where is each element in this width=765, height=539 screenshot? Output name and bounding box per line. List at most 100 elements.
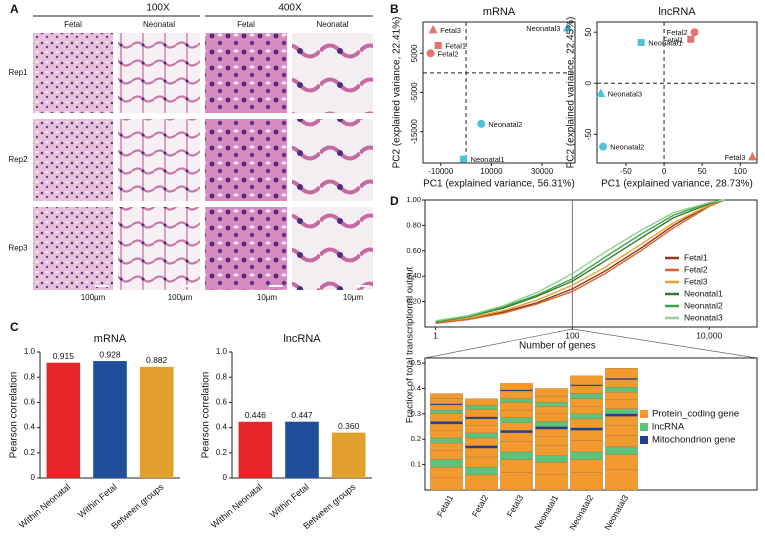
point bbox=[477, 119, 486, 128]
bar-segment bbox=[535, 421, 568, 427]
x-tick-label: Within Fetal bbox=[76, 482, 119, 520]
x-tick-label: -10000 bbox=[428, 167, 453, 176]
bar-segment bbox=[430, 421, 463, 425]
panel-label: D bbox=[390, 194, 399, 208]
y-tick-label: 0.4 bbox=[411, 383, 421, 392]
bar bbox=[285, 421, 319, 478]
y-tick-label: 0.20 bbox=[406, 297, 421, 306]
bar-segment bbox=[605, 368, 638, 379]
legend-swatch bbox=[640, 436, 648, 444]
bar-segment bbox=[500, 409, 533, 418]
y-tick-label: -5000 bbox=[410, 82, 419, 103]
bar bbox=[238, 421, 273, 478]
bar-segment bbox=[500, 389, 533, 392]
bar-segment bbox=[605, 425, 638, 436]
x-tick-label: Fetal2 bbox=[470, 493, 491, 519]
bar-segment bbox=[465, 409, 498, 418]
histology-image bbox=[33, 119, 113, 201]
histology-image bbox=[205, 33, 287, 113]
y-tick-label: 0.8 bbox=[216, 372, 228, 381]
bar-segment bbox=[430, 423, 463, 431]
bar-segment bbox=[500, 451, 533, 460]
y-tick-label: 0.6 bbox=[216, 398, 228, 407]
bar-segment bbox=[570, 459, 603, 473]
bar-segment bbox=[535, 428, 568, 437]
point bbox=[562, 22, 572, 32]
scale-bar-label: 100μm bbox=[81, 293, 106, 302]
point-label: Neonatal1 bbox=[471, 155, 505, 164]
histology-image bbox=[118, 33, 200, 113]
bar-segment bbox=[430, 404, 463, 411]
bar-segment bbox=[430, 393, 463, 399]
plot-frame bbox=[424, 199, 758, 328]
value-label: 0.915 bbox=[53, 351, 75, 361]
y-tick-label: 5000 bbox=[410, 44, 419, 62]
point bbox=[460, 155, 468, 163]
point bbox=[747, 151, 757, 161]
bar-segment bbox=[430, 442, 463, 451]
bar-segment bbox=[605, 379, 638, 388]
bar-segment bbox=[430, 437, 463, 444]
y-tick-label: 0 bbox=[223, 473, 228, 482]
legend-swatch bbox=[640, 423, 648, 431]
line bbox=[435, 199, 726, 324]
point bbox=[426, 49, 435, 58]
bar-segment bbox=[535, 461, 568, 475]
bar-segment bbox=[465, 432, 498, 439]
x-tick-label: 50 bbox=[698, 167, 707, 176]
y-tick-label: 50 bbox=[584, 27, 593, 36]
x-tick-label: Within Neonatal bbox=[17, 482, 72, 531]
legend-swatch bbox=[640, 410, 648, 418]
bar-segment bbox=[570, 384, 603, 387]
row-label: Rep3 bbox=[8, 244, 28, 253]
bar-segment bbox=[605, 387, 638, 393]
bar-segment bbox=[570, 472, 603, 491]
y-tick-label: 0.80 bbox=[406, 220, 421, 229]
value-label: 0.447 bbox=[291, 410, 313, 420]
legend-label: Fetal2 bbox=[684, 264, 708, 274]
bar-segment bbox=[500, 459, 533, 473]
bar-segment bbox=[465, 467, 498, 475]
bar-segment bbox=[570, 418, 603, 428]
y-tick-label: 0.2 bbox=[216, 448, 228, 457]
y-axis-label: Fraction of total transcriptional output bbox=[405, 266, 416, 423]
y-tick-label: -50 bbox=[584, 128, 593, 140]
x-tick-label: Within Fetal bbox=[268, 482, 311, 520]
y-tick-label: 0.6 bbox=[24, 398, 36, 407]
bar-segment bbox=[570, 398, 603, 407]
y-tick-label: 1.0 bbox=[24, 347, 36, 356]
histology-image bbox=[118, 119, 200, 201]
x-axis-label: PC1 (explained variance, 56.31%) bbox=[423, 179, 575, 190]
y-tick-label: 0.2 bbox=[24, 448, 36, 457]
bar-segment bbox=[465, 456, 498, 468]
bar-segment bbox=[605, 454, 638, 470]
line bbox=[435, 199, 726, 322]
legend-label: Neonatal3 bbox=[684, 312, 723, 322]
y-tick-label: 0.4 bbox=[24, 423, 36, 432]
y-tick-label: -15000 bbox=[410, 119, 419, 144]
bar-segment bbox=[535, 413, 568, 422]
histology-panel: Fetal Neonatal Fetal Neonatal Rep1 Rep2 Rep3 10… bbox=[8, 20, 373, 302]
histology-image bbox=[118, 207, 200, 290]
y-tick-label: 0.1 bbox=[411, 460, 421, 469]
bar-segment bbox=[500, 402, 533, 411]
bar-segment bbox=[500, 441, 533, 453]
row-label: Rep2 bbox=[8, 155, 28, 164]
x-tick-label: Neonatal3 bbox=[602, 493, 630, 532]
y-tick-label: 0.2 bbox=[411, 434, 421, 443]
scale-bar-label: 100μm bbox=[168, 293, 193, 302]
y-tick-label: 1.00 bbox=[406, 195, 421, 204]
chart-title: mRNA bbox=[483, 6, 516, 18]
histology-image bbox=[292, 33, 373, 113]
x-tick-label: Fetal3 bbox=[505, 493, 526, 519]
bar-segment bbox=[535, 395, 568, 403]
bar-segment bbox=[570, 440, 603, 453]
chart-title: mRNA bbox=[94, 333, 127, 345]
column-label: Fetal bbox=[237, 20, 255, 29]
line bbox=[435, 199, 726, 323]
bar-segment bbox=[465, 474, 498, 491]
bar-segment bbox=[430, 450, 463, 460]
histology-image bbox=[292, 207, 373, 290]
bar-segment bbox=[430, 413, 463, 422]
